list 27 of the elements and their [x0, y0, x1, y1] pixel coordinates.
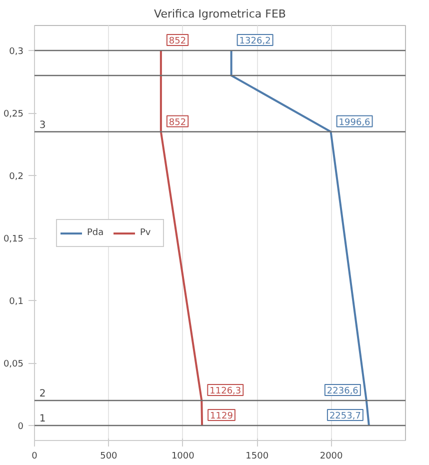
y-tick-label: 0,05: [3, 360, 24, 370]
annotation: 1996,6: [338, 118, 371, 128]
annotation: 3: [39, 120, 46, 131]
x-tick-label: 1000: [171, 452, 195, 462]
x-tick-label: 500: [100, 452, 118, 462]
x-tick-label: 2000: [320, 452, 344, 462]
annotation: 2253,7: [329, 412, 361, 422]
y-tick-label: 0,15: [3, 234, 24, 244]
annotation: 1126,3: [210, 386, 242, 396]
y-tick-label: 0,1: [9, 297, 24, 307]
annotation: 1129: [210, 412, 234, 422]
annotation: 2236,6: [326, 386, 359, 396]
annotation: 852: [168, 118, 186, 128]
legend-label: Pv: [140, 228, 152, 238]
annotation: 1326,2: [239, 36, 271, 46]
annotation: 852: [168, 36, 186, 46]
legend-label: Pda: [87, 228, 105, 238]
annotation: 2: [39, 388, 46, 400]
y-tick-label: 0: [18, 422, 24, 432]
line-series: [160, 50, 204, 426]
x-tick-label: 1500: [246, 452, 269, 462]
chart-title: Verifica Igrometrica FEB: [154, 8, 286, 20]
y-tick-label: 0,25: [3, 110, 24, 120]
y-tick-label: 0,3: [9, 47, 24, 57]
x-tick-label: 0: [32, 452, 38, 462]
y-tick-label: 0,2: [9, 172, 24, 182]
annotation: 1: [39, 414, 46, 424]
